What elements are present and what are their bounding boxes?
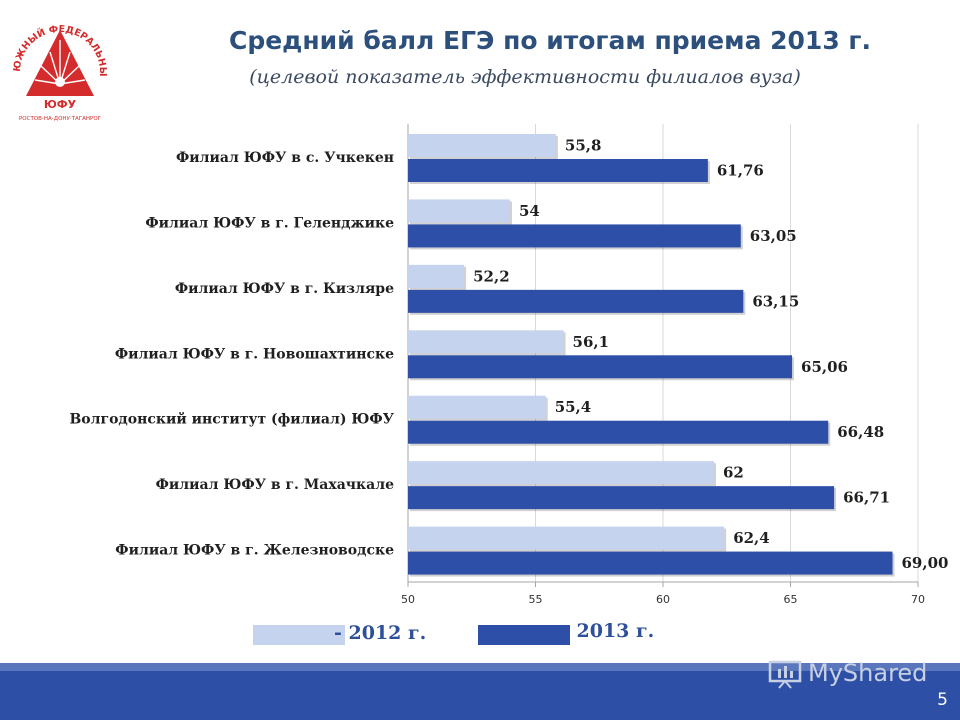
- x-tick-label: 60: [656, 593, 670, 606]
- bar-2012: [408, 330, 564, 354]
- bar-2012: [408, 199, 510, 223]
- bar-2013: [408, 486, 835, 510]
- watermark-text: MyShared: [808, 659, 928, 687]
- x-tick-label: 65: [784, 593, 798, 606]
- category-label: Филиал ЮФУ в г. Геленджике: [145, 215, 394, 231]
- presentation-icon: [768, 660, 802, 689]
- page-subtitle: (целевой показатель эффективности филиал…: [249, 66, 801, 88]
- data-label: 56,1: [573, 333, 610, 351]
- category-label: Филиал ЮФУ в г. Махачкале: [156, 477, 394, 493]
- data-label: 54: [519, 202, 540, 220]
- x-tick-label: 50: [401, 593, 415, 606]
- x-tick-label: 70: [911, 593, 925, 606]
- data-label: 55,8: [565, 137, 602, 155]
- footer-accent: [0, 663, 960, 671]
- bar-2013: [408, 551, 893, 575]
- data-label: 65,06: [801, 358, 848, 376]
- data-label: 66,48: [837, 423, 884, 441]
- data-label: 63,05: [750, 227, 797, 245]
- bar-2013: [408, 159, 708, 182]
- university-logo: ЮЖНЫЙ ФЕДЕРАЛЬНЫЙ УНИВЕРСИТЕТ ЮФУ РОСТОВ…: [8, 8, 108, 122]
- logo-abbrev: ЮФУ: [44, 98, 77, 111]
- bar-2013: [408, 420, 829, 444]
- bar-chart: 50 55 60 65 70 55,8 61,76 Филиал ЮФУ в с. Учкек…: [69, 124, 949, 606]
- data-label: 62: [723, 464, 744, 482]
- page-number: 5: [937, 690, 948, 710]
- bar-2012: [408, 264, 465, 288]
- data-label: 63,15: [752, 292, 799, 310]
- data-label: 66,71: [843, 489, 890, 507]
- watermark: MyShared: [768, 655, 948, 693]
- legend-label-2012: - 2012 г.: [334, 622, 427, 644]
- data-label: 52,2: [473, 267, 510, 285]
- logo-city-text: РОСТОВ-НА-ДОНУ·ТАГАНРОГ: [19, 116, 102, 122]
- bar-2013: [408, 355, 793, 379]
- category-label: Волгодонский институт (филиал) ЮФУ: [69, 411, 394, 428]
- data-label: 55,4: [555, 398, 592, 416]
- data-label: 62,4: [733, 529, 770, 547]
- bar-2012: [408, 395, 546, 419]
- bar-2012: [408, 134, 556, 157]
- category-label: Филиал ЮФУ в г. Кизляре: [175, 281, 394, 297]
- legend-label-2013: - 2013 г.: [562, 620, 655, 642]
- legend-swatch-2013: [478, 625, 570, 645]
- category-label: Филиал ЮФУ в с. Учкекен: [176, 150, 394, 166]
- data-label: 61,76: [717, 162, 764, 180]
- page-title: Средний балл ЕГЭ по итогам приема 2013 г…: [228, 26, 871, 55]
- category-label: Филиал ЮФУ в г. Новошахтинске: [115, 346, 394, 362]
- bar-2012: [408, 526, 725, 550]
- bar-2012: [408, 461, 714, 485]
- legend-swatch-2012: [253, 625, 345, 645]
- bar-2013: [408, 289, 744, 313]
- category-label: Филиал ЮФУ в г. Железноводске: [115, 543, 394, 559]
- bar-2013: [408, 224, 741, 248]
- data-label: 69,00: [902, 554, 949, 572]
- x-tick-label: 55: [529, 593, 543, 606]
